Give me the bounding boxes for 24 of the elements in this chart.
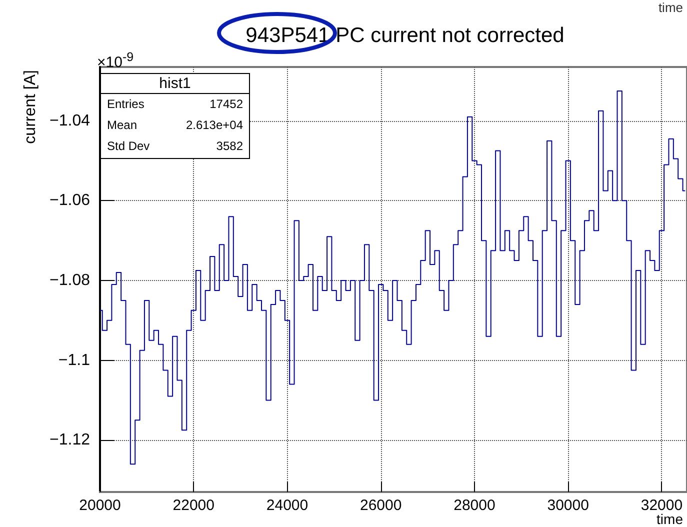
- text: time: [658, 0, 683, 15]
- y-tick-label: −1.04: [50, 112, 90, 130]
- x-tick-label: 30000: [547, 497, 589, 514]
- annotation: Mean: [107, 117, 138, 134]
- x-tick-label: 26000: [360, 497, 402, 514]
- x-tick-label: 20000: [79, 497, 121, 514]
- y-tick-label: −1.08: [50, 272, 90, 289]
- annotation: Std Dev: [107, 138, 150, 155]
- annotation: hist1: [101, 74, 249, 94]
- x-tick-label: 22000: [172, 497, 214, 514]
- x-tick-label: 32000: [640, 497, 683, 514]
- x-tick-label: 24000: [266, 497, 308, 514]
- annotation: 3582: [216, 138, 243, 155]
- annotation: 17452: [210, 96, 243, 113]
- y-tick-label: −1.12: [50, 432, 90, 449]
- y-axis-title: current [A]: [22, 70, 40, 144]
- y-tick-label: −1.06: [50, 192, 90, 210]
- annotation: ×10$^{-9}$: [97, 50, 134, 71]
- annotation: Entries: [107, 96, 144, 113]
- annotation: 2.613e+04: [186, 117, 243, 134]
- y-tick-label: −1.1: [58, 352, 90, 369]
- chart-title: 943P541 PC current not corrected: [246, 24, 564, 47]
- x-axis-title: time: [656, 511, 683, 527]
- x-tick-label: 28000: [454, 497, 496, 514]
